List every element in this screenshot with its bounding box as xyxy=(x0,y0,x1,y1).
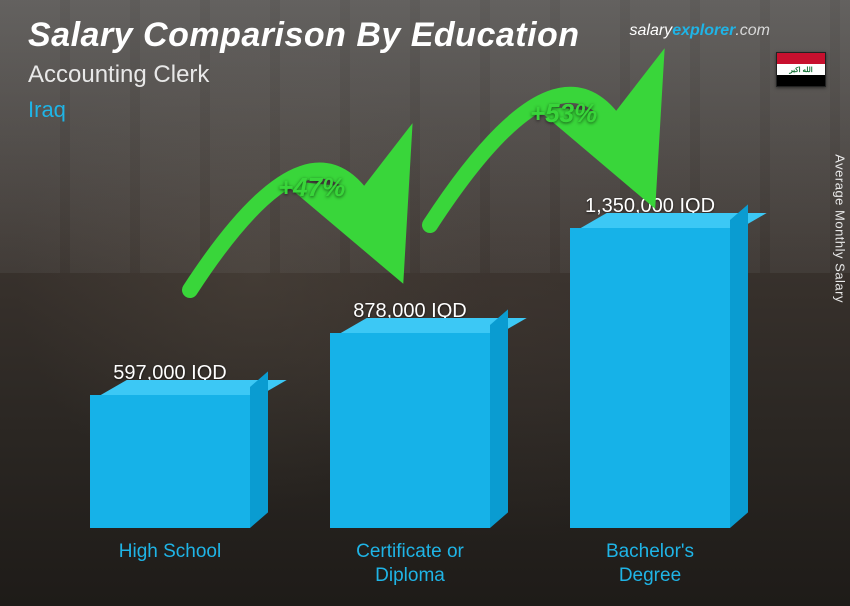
header: Salary Comparison By Education Accountin… xyxy=(28,16,580,123)
page-title: Salary Comparison By Education xyxy=(28,16,580,55)
bar-chart: 597,000 IQD High School 878,000 IQD Cert… xyxy=(50,150,770,586)
container: Salary Comparison By Education Accountin… xyxy=(0,0,850,606)
bar-x-label: High School xyxy=(119,540,221,586)
brand-logo: salaryexplorer.com xyxy=(630,22,771,40)
flag-script: الله اكبر xyxy=(777,64,825,75)
chart-column: 1,350,000 IQD Bachelor'sDegree xyxy=(530,195,770,586)
percent-increase-label: +47% xyxy=(278,172,345,203)
percent-increase-label: +53% xyxy=(530,98,597,129)
chart-column: 878,000 IQD Certificate orDiploma xyxy=(290,300,530,586)
country-label: Iraq xyxy=(28,97,580,123)
brand-part1: salary xyxy=(630,22,673,39)
iraq-flag-icon: الله اكبر xyxy=(776,52,826,87)
page-subtitle: Accounting Clerk xyxy=(28,61,580,89)
bar xyxy=(90,395,250,528)
brand-part3: .com xyxy=(735,22,770,39)
chart-column: 597,000 IQD High School xyxy=(50,362,290,586)
bar xyxy=(570,228,730,528)
bar-x-label: Bachelor'sDegree xyxy=(606,540,694,586)
y-axis-label: Average Monthly Salary xyxy=(833,154,848,303)
brand-part2: explorer xyxy=(672,22,735,39)
bar-x-label: Certificate orDiploma xyxy=(356,540,464,586)
bar xyxy=(330,333,490,528)
